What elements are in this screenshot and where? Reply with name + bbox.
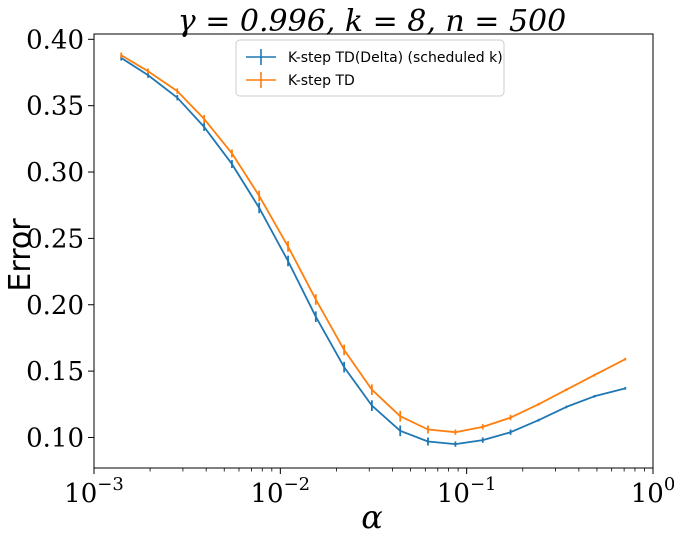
chart-title: γ = 0.996, k = 8, n = 500 [178, 4, 566, 39]
x-tick-exponent-3: 0 [664, 474, 674, 495]
y-tick-label-6: 0.40 [26, 25, 84, 55]
legend-label-series-2: K-step TD [288, 73, 355, 89]
series-line-1 [120, 57, 626, 446]
series-2 [120, 52, 627, 435]
plot-frame [93, 33, 654, 469]
y-tick-label-4: 0.30 [26, 158, 84, 188]
legend-box [235, 39, 505, 97]
x-tick-label-0: 10−3 [64, 474, 124, 509]
x-tick-label-3: 100 [631, 474, 674, 509]
y-tick-label-1: 0.15 [26, 357, 84, 387]
x-tick-base-0: 10 [64, 479, 97, 509]
series-1 [120, 55, 627, 447]
x-tick-label-2: 10−1 [437, 474, 497, 509]
y-tick-label-0: 0.10 [26, 423, 84, 453]
x-tick-base-3: 10 [631, 479, 664, 509]
y-tick-label-2: 0.20 [26, 291, 84, 321]
x-tick-exponent-2: −1 [470, 474, 497, 495]
x-tick-label-1: 10−2 [251, 474, 311, 509]
x-tick-exponent-1: −2 [284, 474, 311, 495]
x-axis-label: α [361, 498, 383, 536]
series-line-2 [120, 54, 626, 434]
legend-label-series-1: K-step TD(Delta) (scheduled k) [288, 50, 503, 66]
y-tick-label-3: 0.25 [26, 224, 84, 254]
x-tick-exponent-0: −3 [97, 474, 124, 495]
legend-item-series-1: K-step TD(Delta) (scheduled k) [246, 49, 503, 66]
x-tick-base-1: 10 [251, 479, 284, 509]
x-axis: 10−3 10−2 10−1 100 [64, 468, 674, 509]
y-tick-label-5: 0.35 [26, 92, 84, 122]
y-axis: 0.10 0.15 0.20 0.25 0.30 0.35 0.40 [26, 25, 94, 453]
legend-item-series-2: K-step TD [246, 72, 355, 89]
x-tick-base-2: 10 [437, 479, 470, 509]
legend: K-step TD(Delta) (scheduled k) K-step TD [235, 39, 505, 97]
plot-series [120, 52, 627, 447]
y-axis-label: Error [3, 218, 38, 292]
